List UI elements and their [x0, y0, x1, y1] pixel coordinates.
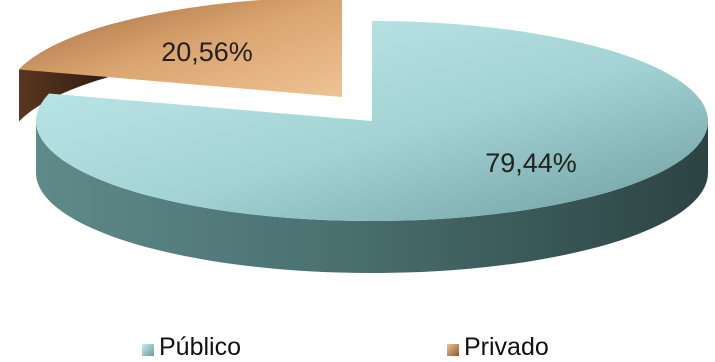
data-label-privado: 20,56% — [161, 37, 253, 67]
legend-label-privado: Privado — [464, 333, 549, 361]
legend-swatch-privado — [447, 344, 459, 356]
publico-slice-side — [36, 121, 708, 273]
legend-label-publico: Público — [159, 333, 241, 361]
privado-slice-top — [19, 0, 342, 97]
legend-item-publico: Público — [142, 332, 241, 362]
data-label-publico: 79,44% — [485, 148, 577, 178]
legend-swatch-publico — [142, 344, 154, 356]
publico-slice-top — [36, 21, 709, 221]
legend-item-privado: Privado — [447, 332, 549, 362]
chart-legend: Público Privado — [0, 332, 715, 362]
